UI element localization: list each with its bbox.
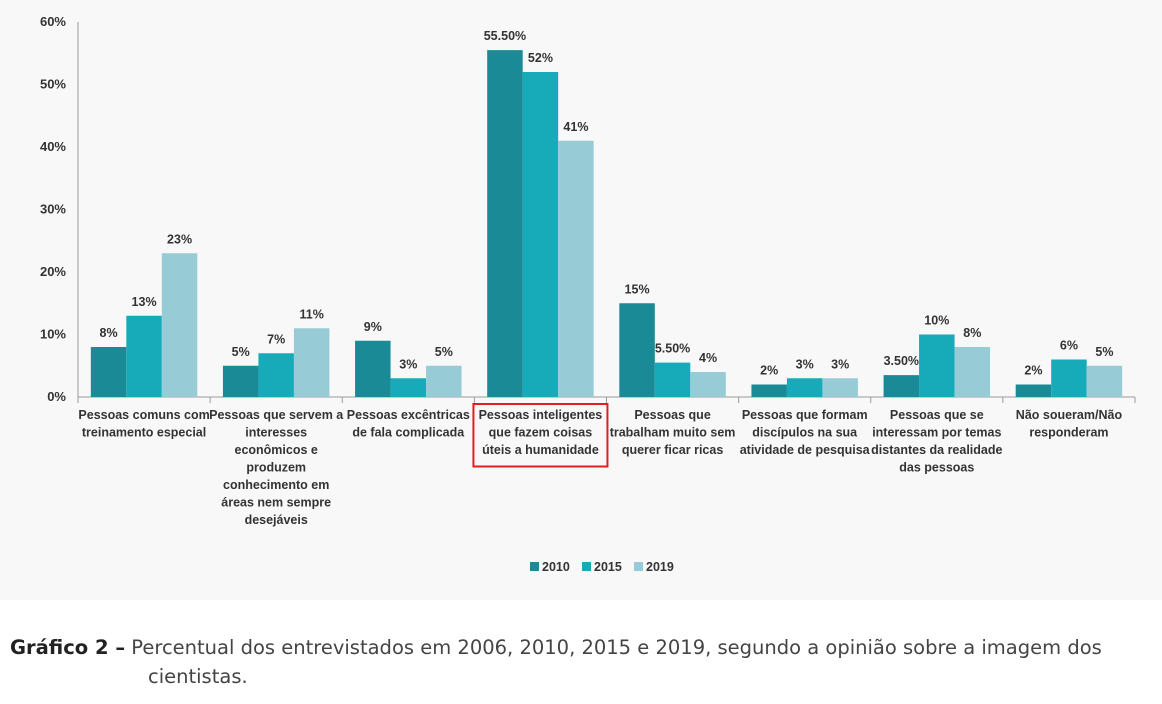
x-category-label: conhecimento em xyxy=(223,478,329,492)
data-label: 3% xyxy=(399,357,417,371)
data-label: 5% xyxy=(435,345,453,359)
bar-2015 xyxy=(786,378,823,397)
bar-2019 xyxy=(1086,365,1123,397)
bar-2019 xyxy=(822,378,858,397)
x-category-label: Pessoas que formam xyxy=(742,408,868,422)
x-category-label: úteis a humanidade xyxy=(482,443,599,457)
legend-label-2015: 2015 xyxy=(594,560,622,574)
x-category-label: áreas nem sempre xyxy=(221,496,331,510)
data-label: 5% xyxy=(232,345,250,359)
x-category-label: Não soueram/Não xyxy=(1016,408,1123,422)
x-category-label: distantes da realidade xyxy=(871,443,1002,457)
x-category-label: querer ficar ricas xyxy=(622,443,723,457)
x-category-label: Pessoas que servem a xyxy=(209,408,344,422)
data-label: 52% xyxy=(528,51,553,65)
bar-2010 xyxy=(751,384,787,397)
bar-2015 xyxy=(654,362,691,397)
bar-2019 xyxy=(690,372,726,397)
highlight-box xyxy=(472,403,609,468)
legend-label-2010: 2010 xyxy=(542,560,570,574)
bar-2015 xyxy=(390,378,427,397)
y-tick-label: 20% xyxy=(40,264,66,279)
y-tick-label: 30% xyxy=(40,202,66,217)
x-category-label: treinamento especial xyxy=(82,426,206,440)
x-category-label: desejáveis xyxy=(245,513,308,527)
legend-swatch-2015 xyxy=(582,562,591,571)
data-label: 5% xyxy=(1095,345,1113,359)
bar-chart: 0% 10% 20% 30% 40% 50% 60% 8% 13% 23% Pessoas comu… xyxy=(40,14,1136,574)
data-label: 10% xyxy=(924,314,949,328)
x-category-label: atividade de pesquisa xyxy=(740,443,871,457)
data-label: 23% xyxy=(167,232,192,246)
bar-2019 xyxy=(954,347,991,397)
x-category-label: produzem xyxy=(246,461,306,475)
x-category-label: Pessoas comuns com xyxy=(78,408,209,422)
data-label: 5.50% xyxy=(655,342,690,356)
x-category-label: Pessoas que xyxy=(634,408,710,422)
caption-lead: Gráfico 2 – xyxy=(10,636,126,659)
x-category-label: das pessoas xyxy=(899,461,974,475)
bar-2015 xyxy=(126,315,162,397)
data-label: 41% xyxy=(563,120,588,134)
x-category-label: interesses xyxy=(245,426,307,440)
y-tick-label: 50% xyxy=(40,77,66,92)
data-label: 11% xyxy=(300,307,324,321)
x-category-label: Pessoas que se xyxy=(890,408,984,422)
chart-panel: 0% 10% 20% 30% 40% 50% 60% 8% 13% 23% Pessoas comu… xyxy=(39,14,1136,574)
bar-2019 xyxy=(558,140,594,397)
data-label: 7% xyxy=(267,332,285,346)
x-category-label: Pessoas excêntricas xyxy=(347,408,470,422)
data-label: 13% xyxy=(132,295,157,309)
bar-2019 xyxy=(426,365,462,397)
x-category-label: trabalham muito sem xyxy=(610,426,736,440)
y-tick-label: 0% xyxy=(47,389,66,404)
bar-2019 xyxy=(293,328,330,397)
data-label: 2% xyxy=(760,364,778,378)
bar-2010 xyxy=(1015,384,1052,397)
bar-2010 xyxy=(883,375,920,397)
bar-2015 xyxy=(258,353,294,397)
data-label: 6% xyxy=(1060,339,1078,353)
data-label: 3% xyxy=(796,357,814,371)
y-tick-label: 60% xyxy=(40,14,66,29)
legend-swatch-2019 xyxy=(634,562,643,571)
bar-2010 xyxy=(90,347,127,397)
data-label: 8% xyxy=(100,326,118,340)
data-label: 9% xyxy=(364,320,382,334)
data-label: 55.50% xyxy=(484,29,526,43)
bar-2019 xyxy=(161,253,198,397)
data-label: 3.50% xyxy=(884,354,919,368)
bar-2010 xyxy=(355,340,391,397)
x-category-label: interessam por temas xyxy=(872,426,1001,440)
legend-swatch-2010 xyxy=(530,562,539,571)
bar-2010 xyxy=(222,365,259,397)
bar-2015 xyxy=(1051,359,1087,397)
data-label: 3% xyxy=(831,357,849,371)
caption-text-line1: Percentual dos entrevistados em 2006, 20… xyxy=(131,636,1102,659)
x-category-label: Pessoas inteligentes xyxy=(479,408,603,422)
data-label: 4% xyxy=(699,351,717,365)
x-category-label: econômicos e xyxy=(235,443,318,457)
y-tick-label: 40% xyxy=(40,139,66,154)
bar-2010 xyxy=(619,303,655,397)
x-category-label: discípulos na sua xyxy=(752,426,858,440)
x-category-label: de fala complicada xyxy=(352,426,465,440)
data-label: 15% xyxy=(625,282,650,296)
data-label: 8% xyxy=(963,326,981,340)
caption-text-line2: cientistas. xyxy=(148,665,248,688)
bar-2015 xyxy=(522,72,559,397)
figure-caption: Gráfico 2 – Percentual dos entrevistados… xyxy=(10,633,1150,691)
x-category-label: que fazem coisas xyxy=(489,426,593,440)
bar-2010 xyxy=(487,50,523,397)
bar-2015 xyxy=(919,334,955,397)
x-category-label: responderam xyxy=(1029,426,1108,440)
data-label: 2% xyxy=(1024,364,1042,378)
y-tick-label: 10% xyxy=(40,327,66,342)
legend-label-2019: 2019 xyxy=(646,560,674,574)
